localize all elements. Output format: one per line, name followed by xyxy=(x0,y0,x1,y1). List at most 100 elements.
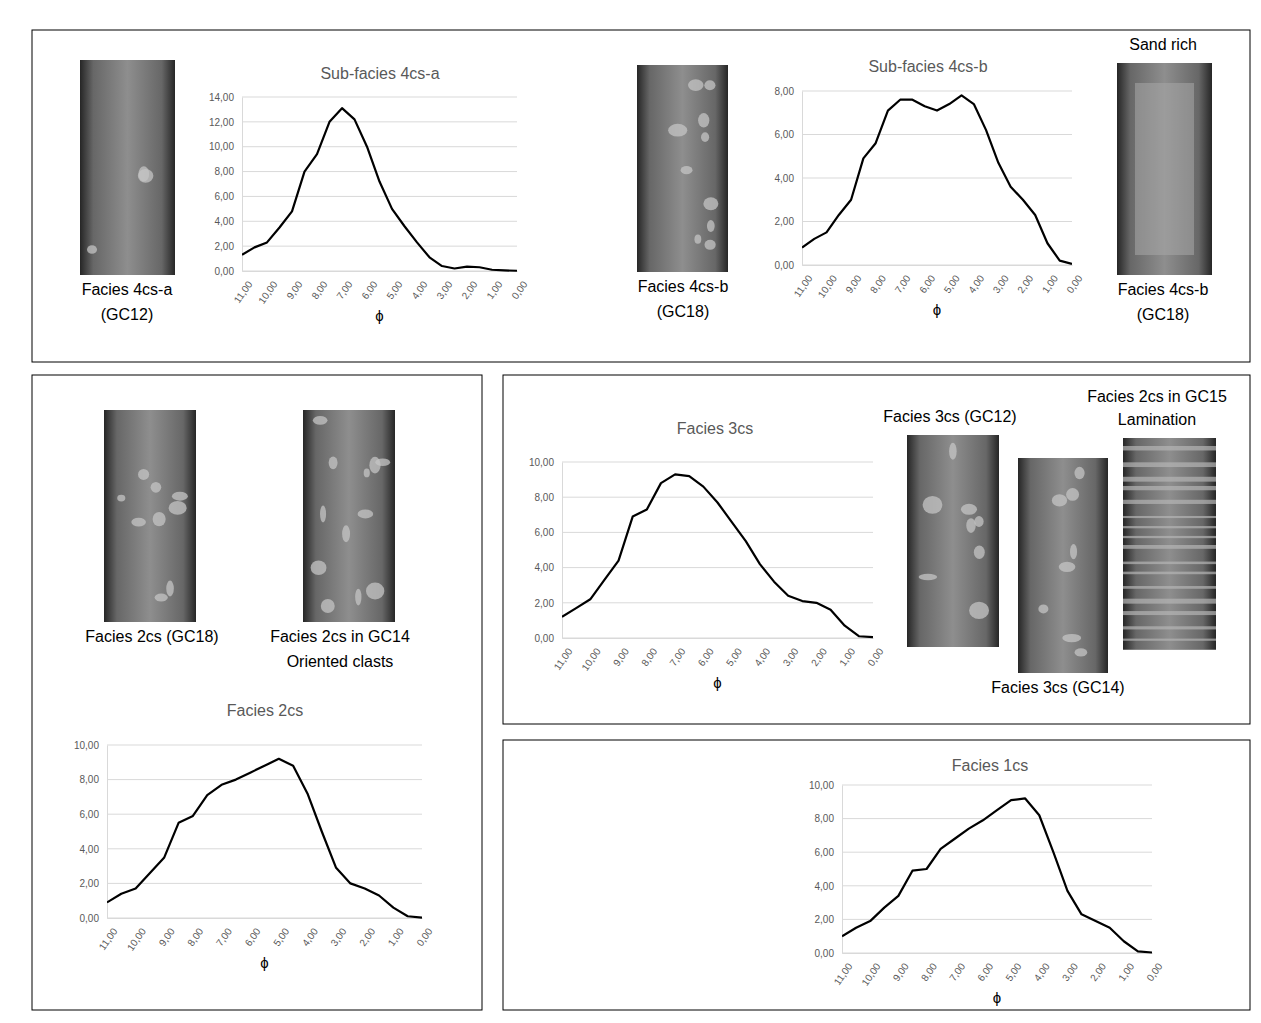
tick: 11,00 xyxy=(792,265,815,299)
tick: 9,00 xyxy=(611,638,631,668)
photo-caption: (GC18) xyxy=(657,303,709,320)
tick: 2,00 xyxy=(459,271,479,301)
tick: 10,00 xyxy=(816,265,840,300)
clast xyxy=(153,512,166,526)
photo-caption: Facies 2cs (GC18) xyxy=(85,628,218,645)
panel-frame xyxy=(503,375,1250,724)
grid-line xyxy=(842,818,1152,819)
tick-label: 6,00 xyxy=(815,847,835,858)
clast xyxy=(151,482,162,493)
core-background xyxy=(104,410,196,622)
chart: 0,002,004,006,008,0010,0011,0010,009,008… xyxy=(74,702,435,971)
core-background xyxy=(303,410,395,622)
tick-label: 10,00 xyxy=(579,646,603,673)
lamina xyxy=(1123,611,1216,615)
grid-line xyxy=(107,745,422,746)
tick: 8,00 xyxy=(309,271,329,301)
panel-frame xyxy=(503,740,1250,1010)
lamina xyxy=(1123,599,1216,604)
grid-line xyxy=(107,848,422,849)
axis-line xyxy=(803,265,1073,266)
chart: 0,002,004,006,008,0010,0012,0014,0011,00… xyxy=(209,65,530,324)
tick-label: 10,00 xyxy=(125,926,149,953)
tick-label: 8,00 xyxy=(919,961,939,984)
tick: 6,00 xyxy=(975,953,995,983)
panel-frame xyxy=(32,30,1250,362)
tick: 6,00 xyxy=(815,847,842,858)
x-axis: 11,0010,009,008,007,006,005,004,003,002,… xyxy=(552,638,886,673)
tick-label: 6,00 xyxy=(917,273,937,296)
y-axis: 0,002,004,006,008,0010,0012,0014,00 xyxy=(209,92,243,277)
clast xyxy=(369,457,380,474)
chart-title: Facies 3cs xyxy=(677,420,753,437)
core-background xyxy=(907,435,999,647)
tick-label: 4,00 xyxy=(1032,961,1052,984)
tick-label: 3,00 xyxy=(1060,961,1080,984)
grid-line xyxy=(107,779,422,780)
tick: 11,00 xyxy=(832,953,855,987)
lamina xyxy=(1123,477,1216,482)
clast xyxy=(1038,605,1048,614)
clast xyxy=(966,518,975,533)
tick-label: 9,00 xyxy=(284,279,304,302)
tick: 10,00 xyxy=(579,638,603,673)
data-line xyxy=(107,759,422,918)
tick: 8,00 xyxy=(535,492,562,503)
tick: 8,00 xyxy=(80,774,107,785)
tick-label: 10,00 xyxy=(256,279,280,306)
tick-label: 7,00 xyxy=(214,926,234,949)
core-photo: Facies 4cs-a(GC12) xyxy=(80,60,175,323)
data-line xyxy=(562,474,873,637)
tick: 1,00 xyxy=(837,638,857,668)
tick: 2,00 xyxy=(535,598,562,609)
tick-label: 12,00 xyxy=(209,117,234,128)
tick-label: 2,00 xyxy=(809,646,829,669)
tick: 0,00 xyxy=(815,948,842,959)
photo-heading: Sand rich xyxy=(1129,36,1197,53)
grid-line xyxy=(802,221,1072,222)
tick-label: 4,00 xyxy=(752,646,772,669)
tick: 10,00 xyxy=(209,141,242,152)
core-photo: Facies 3cs (GC12) xyxy=(883,408,1016,647)
grid-line xyxy=(107,883,422,884)
core-background xyxy=(1018,458,1108,673)
tick-label: 4,00 xyxy=(409,279,429,302)
tick: 0,00 xyxy=(215,266,242,277)
plot-area xyxy=(842,798,1152,952)
tick: 10,00 xyxy=(74,740,107,751)
tick-label: 0,00 xyxy=(1144,961,1164,984)
tick: 8,00 xyxy=(815,813,842,824)
tick: 0,00 xyxy=(775,260,802,271)
chart: 0,002,004,006,008,0011,0010,009,008,007,… xyxy=(775,58,1085,318)
tick-label: 10,00 xyxy=(74,740,99,751)
clast xyxy=(1074,467,1084,480)
core-background xyxy=(637,65,728,272)
grid-line xyxy=(842,953,1152,954)
chart: 0,002,004,006,008,0010,0011,0010,009,008… xyxy=(809,757,1165,1006)
photo-caption: Oriented clasts xyxy=(287,653,394,670)
tick: 3,00 xyxy=(434,271,454,301)
tick-label: 6,00 xyxy=(80,809,100,820)
tick: 1,00 xyxy=(386,918,406,948)
clast xyxy=(169,501,187,515)
clast xyxy=(117,495,125,502)
tick-label: 6,00 xyxy=(775,129,795,140)
grid-line xyxy=(562,638,873,639)
clast xyxy=(1066,488,1079,501)
sand-patch xyxy=(1135,83,1194,255)
photo-caption: Facies 3cs (GC14) xyxy=(991,679,1124,696)
tick-label: 11,00 xyxy=(552,646,575,673)
tick: 8,00 xyxy=(639,638,659,668)
grid-line xyxy=(842,885,1152,886)
tick: 6,00 xyxy=(775,129,802,140)
core-photo: Facies 2cs in GC15Lamination xyxy=(1087,388,1227,654)
tick: 0,00 xyxy=(1144,953,1164,983)
photo-heading: Facies 2cs in GC15 xyxy=(1087,388,1227,405)
data-line xyxy=(802,95,1072,264)
clast xyxy=(1070,544,1077,559)
clast xyxy=(923,496,943,514)
clast xyxy=(313,416,328,425)
tick: 4,00 xyxy=(1032,953,1052,983)
lamina xyxy=(1123,516,1216,518)
tick: 2,00 xyxy=(775,216,802,227)
